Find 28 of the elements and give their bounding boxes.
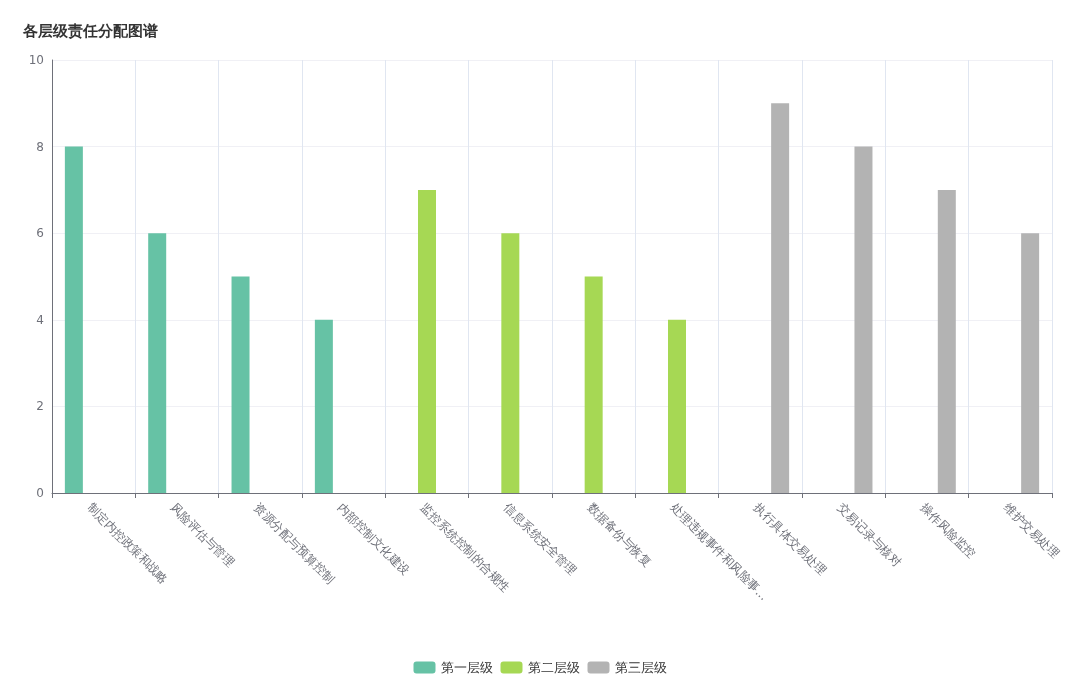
x-tick-label: 操作风险监控 [917, 500, 979, 562]
bar [64, 146, 83, 493]
bar [148, 233, 167, 493]
x-tick-label: 执行具体交易处理 [751, 500, 829, 579]
x-tick-label: 交易记录与核对 [834, 500, 904, 570]
bar [314, 319, 333, 493]
y-tick-label: 0 [36, 486, 44, 500]
bar [937, 189, 956, 493]
bar [584, 276, 603, 493]
legend-label: 第二层级 [527, 660, 580, 675]
y-tick-label: 2 [36, 399, 44, 414]
chart-title: 各层级责任分配图谱 [22, 21, 158, 40]
bar [501, 233, 520, 493]
bar [1021, 233, 1040, 493]
bar [854, 146, 873, 493]
y-tick-label: 8 [36, 139, 44, 154]
x-tick-label: 维护交易处理 [1001, 500, 1062, 562]
legend-label: 第一层级 [440, 660, 493, 675]
y-tick-label: 6 [36, 226, 44, 241]
x-tick-label: 信息系统安全管理 [501, 500, 579, 579]
bar [771, 103, 790, 493]
bar [668, 319, 686, 493]
y-tick-label: 10 [28, 53, 44, 67]
x-tick-label: 数据备份与恢复 [584, 500, 654, 570]
bar [231, 276, 250, 493]
y-tick-label: 4 [36, 312, 44, 327]
bar [418, 189, 436, 493]
legend-label: 第三层级 [614, 660, 667, 675]
